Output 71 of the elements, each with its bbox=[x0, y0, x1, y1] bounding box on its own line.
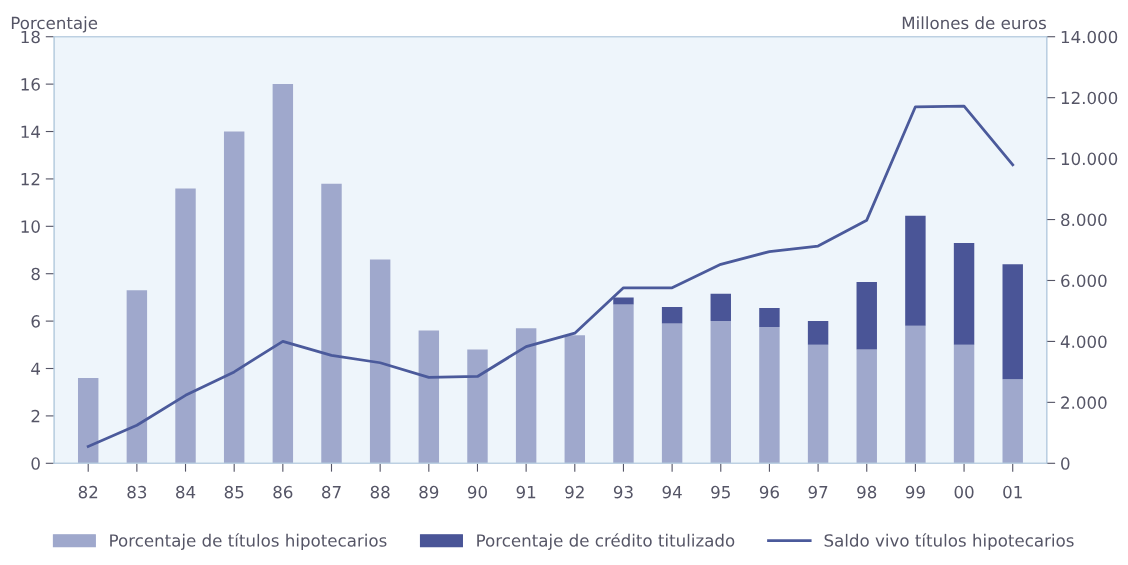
x-tick-label: 88 bbox=[370, 485, 390, 499]
bar bbox=[807, 344, 829, 464]
x-tick-label: 98 bbox=[857, 485, 877, 499]
bar bbox=[467, 349, 488, 464]
y-tick-label: 2 bbox=[31, 409, 40, 423]
legend-label: Porcentaje de títulos hipotecarios bbox=[110, 533, 387, 550]
bar bbox=[953, 344, 975, 464]
y2-tick-label: 8.000 bbox=[1061, 213, 1107, 227]
x-tick-label: 94 bbox=[662, 485, 682, 499]
bar bbox=[807, 321, 829, 345]
bar bbox=[759, 327, 780, 464]
x-tick-label: 99 bbox=[905, 485, 925, 499]
bar bbox=[953, 242, 975, 345]
bar bbox=[856, 349, 877, 464]
bar bbox=[77, 377, 99, 464]
x-tick-label: 87 bbox=[322, 485, 341, 499]
x-tick-label: 89 bbox=[419, 485, 439, 499]
bar bbox=[905, 215, 926, 326]
y-tick-label: 8 bbox=[31, 267, 40, 281]
x-tick-label: 97 bbox=[808, 485, 828, 499]
y2-tick-label: 2.000 bbox=[1061, 396, 1107, 409]
x-tick-label: 82 bbox=[78, 485, 98, 499]
legend-label: Saldo vivo títulos hipotecarios bbox=[824, 533, 1074, 550]
bar bbox=[710, 321, 731, 464]
y-tick-label: 10 bbox=[21, 220, 40, 233]
y2-tick-label: 6.000 bbox=[1061, 274, 1107, 288]
bar bbox=[418, 330, 440, 464]
bar bbox=[1002, 379, 1023, 464]
bar bbox=[613, 304, 634, 464]
bar bbox=[710, 293, 731, 322]
bar bbox=[223, 131, 245, 464]
bar bbox=[905, 325, 926, 464]
y-tick-label: 0 bbox=[31, 457, 40, 470]
x-tick-label: 95 bbox=[711, 485, 730, 499]
bar bbox=[126, 290, 148, 464]
bar bbox=[1002, 264, 1023, 380]
line-series bbox=[86, 104, 1015, 448]
bar bbox=[272, 84, 294, 464]
x-tick-label: 84 bbox=[176, 485, 196, 499]
y-tick-label: 12 bbox=[21, 172, 40, 186]
y2-tick-label: 12.000 bbox=[1061, 91, 1118, 105]
y-tick-label: 4 bbox=[31, 362, 41, 375]
x-tick-label: 92 bbox=[565, 485, 584, 499]
bar bbox=[369, 259, 391, 464]
y-tick-label: 6 bbox=[31, 315, 40, 328]
bar bbox=[856, 282, 877, 350]
x-tick-label: 01 bbox=[1003, 485, 1022, 499]
x-tick-label: 85 bbox=[224, 485, 244, 499]
y2-tick-label: 10.000 bbox=[1061, 152, 1118, 166]
y-tick-label: 16 bbox=[21, 78, 40, 91]
x-tick-label: 83 bbox=[127, 485, 147, 499]
y2-tick-label: 14.000 bbox=[1061, 30, 1118, 44]
bar bbox=[564, 335, 586, 464]
bar bbox=[321, 183, 342, 464]
bar bbox=[515, 328, 537, 464]
bar bbox=[759, 308, 780, 328]
x-tick-label: 91 bbox=[516, 485, 536, 499]
y2-tick-label: 4.000 bbox=[1060, 335, 1107, 348]
legend-label: Porcentaje de crédito titulizado bbox=[477, 533, 735, 550]
x-tick-label: 86 bbox=[273, 485, 293, 499]
bar bbox=[613, 297, 634, 305]
x-tick-label: 00 bbox=[954, 485, 974, 499]
bar bbox=[175, 188, 196, 464]
y2-tick-label: 0 bbox=[1061, 457, 1070, 470]
bar bbox=[661, 323, 683, 464]
bar bbox=[661, 306, 683, 324]
x-tick-label: 93 bbox=[613, 485, 633, 499]
x-tick-label: 90 bbox=[467, 485, 487, 499]
x-tick-label: 96 bbox=[759, 485, 779, 499]
y-tick-label: 14 bbox=[21, 125, 41, 138]
y2-axis-title: Millones de euros bbox=[902, 16, 1046, 30]
